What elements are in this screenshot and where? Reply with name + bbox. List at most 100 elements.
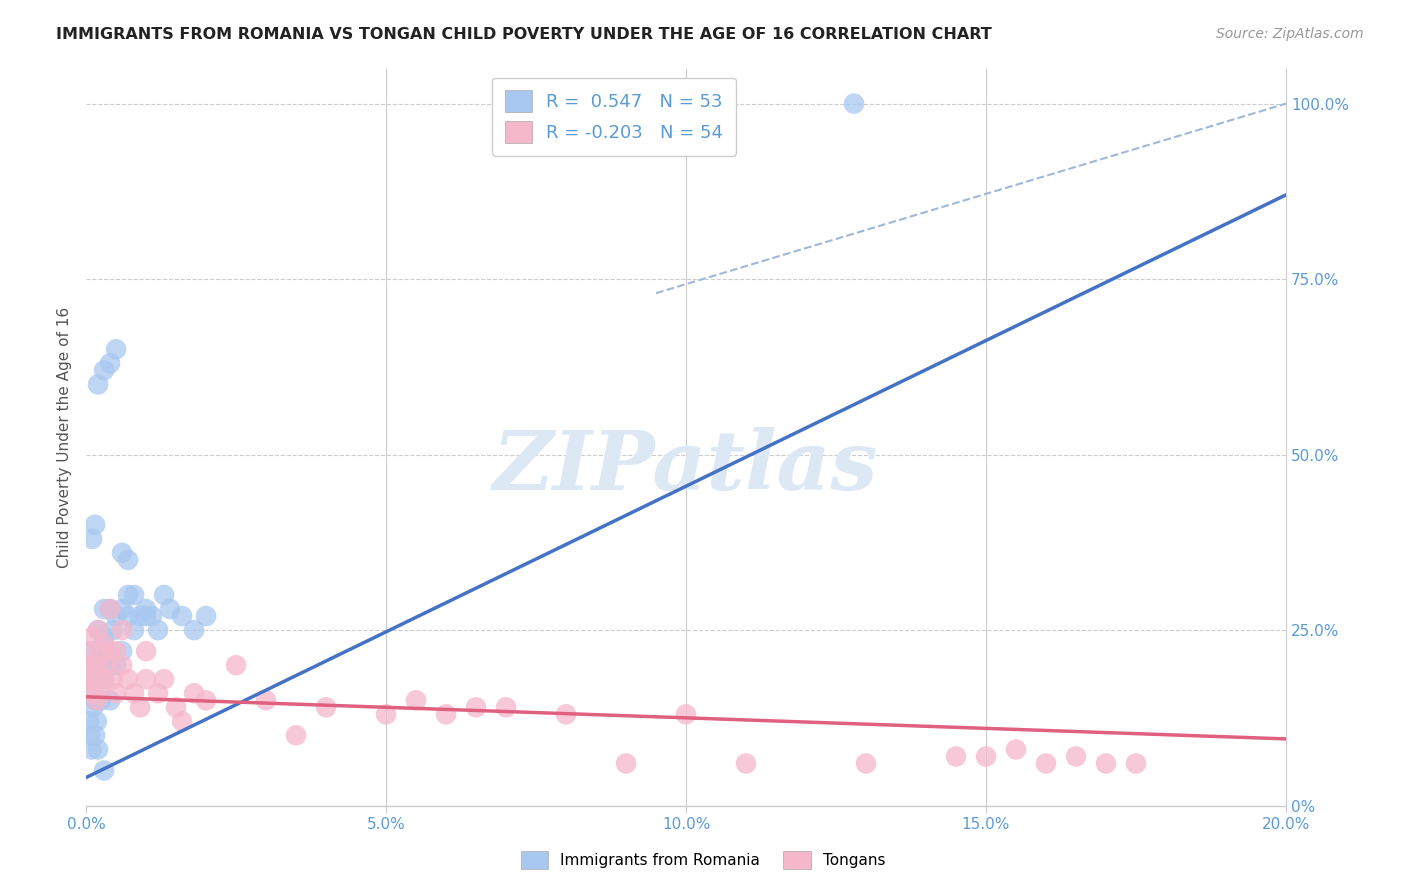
Point — [80, 742, 103, 756]
Point — [183, 623, 205, 637]
Point — [285, 728, 308, 742]
Point — [98, 658, 121, 673]
Point — [495, 700, 517, 714]
Point — [98, 693, 121, 707]
Point — [76, 686, 98, 700]
Point — [90, 644, 112, 658]
Point — [87, 377, 110, 392]
Point — [98, 602, 121, 616]
Point — [101, 672, 124, 686]
Point — [135, 644, 157, 658]
Point — [122, 623, 145, 637]
Point — [80, 672, 103, 686]
Point — [79, 728, 101, 742]
Point — [87, 742, 110, 756]
Point — [170, 714, 193, 729]
Point — [98, 356, 121, 370]
Point — [555, 707, 578, 722]
Point — [87, 623, 110, 637]
Point — [842, 96, 865, 111]
Point — [117, 588, 139, 602]
Point — [117, 609, 139, 624]
Point — [122, 588, 145, 602]
Point — [82, 700, 104, 714]
Point — [183, 686, 205, 700]
Point — [153, 588, 176, 602]
Text: Source: ZipAtlas.com: Source: ZipAtlas.com — [1216, 27, 1364, 41]
Point — [146, 623, 169, 637]
Point — [945, 749, 967, 764]
Point — [93, 764, 115, 778]
Point — [89, 686, 111, 700]
Point — [111, 546, 134, 560]
Point — [101, 623, 124, 637]
Point — [87, 658, 110, 673]
Point — [79, 658, 101, 673]
Point — [86, 693, 108, 707]
Point — [195, 609, 218, 624]
Point — [93, 363, 115, 377]
Point — [675, 707, 697, 722]
Point — [84, 517, 107, 532]
Point — [135, 602, 157, 616]
Point — [77, 714, 100, 729]
Point — [86, 714, 108, 729]
Point — [735, 756, 758, 771]
Point — [90, 644, 112, 658]
Point — [84, 728, 107, 742]
Point — [111, 644, 134, 658]
Point — [80, 686, 103, 700]
Point — [105, 343, 128, 357]
Point — [87, 672, 110, 686]
Point — [111, 658, 134, 673]
Point — [146, 686, 169, 700]
Point — [93, 672, 115, 686]
Point — [84, 672, 107, 686]
Point — [974, 749, 997, 764]
Point — [80, 532, 103, 546]
Point — [170, 609, 193, 624]
Point — [80, 644, 103, 658]
Point — [165, 700, 187, 714]
Point — [93, 630, 115, 644]
Point — [122, 686, 145, 700]
Point — [98, 644, 121, 658]
Point — [76, 644, 98, 658]
Point — [1035, 756, 1057, 771]
Point — [111, 623, 134, 637]
Point — [195, 693, 218, 707]
Point — [153, 672, 176, 686]
Point — [117, 672, 139, 686]
Point — [111, 602, 134, 616]
Point — [135, 672, 157, 686]
Point — [254, 693, 277, 707]
Point — [375, 707, 398, 722]
Text: IMMIGRANTS FROM ROMANIA VS TONGAN CHILD POVERTY UNDER THE AGE OF 16 CORRELATION : IMMIGRANTS FROM ROMANIA VS TONGAN CHILD … — [56, 27, 993, 42]
Point — [135, 609, 157, 624]
Point — [159, 602, 181, 616]
Point — [105, 658, 128, 673]
Legend: Immigrants from Romania, Tongans: Immigrants from Romania, Tongans — [515, 845, 891, 875]
Point — [90, 693, 112, 707]
Legend: R =  0.547   N = 53, R = -0.203   N = 54: R = 0.547 N = 53, R = -0.203 N = 54 — [492, 78, 735, 156]
Text: ZIPatlas: ZIPatlas — [494, 426, 879, 507]
Point — [315, 700, 337, 714]
Point — [465, 700, 488, 714]
Point — [89, 658, 111, 673]
Point — [84, 693, 107, 707]
Point — [1005, 742, 1028, 756]
Point — [96, 644, 118, 658]
Point — [80, 630, 103, 644]
Point — [98, 602, 121, 616]
Point — [93, 602, 115, 616]
Point — [434, 707, 457, 722]
Point — [117, 553, 139, 567]
Y-axis label: Child Poverty Under the Age of 16: Child Poverty Under the Age of 16 — [58, 307, 72, 567]
Point — [82, 658, 104, 673]
Point — [129, 700, 152, 714]
Point — [1095, 756, 1118, 771]
Point — [93, 672, 115, 686]
Point — [129, 609, 152, 624]
Point — [141, 609, 163, 624]
Point — [77, 672, 100, 686]
